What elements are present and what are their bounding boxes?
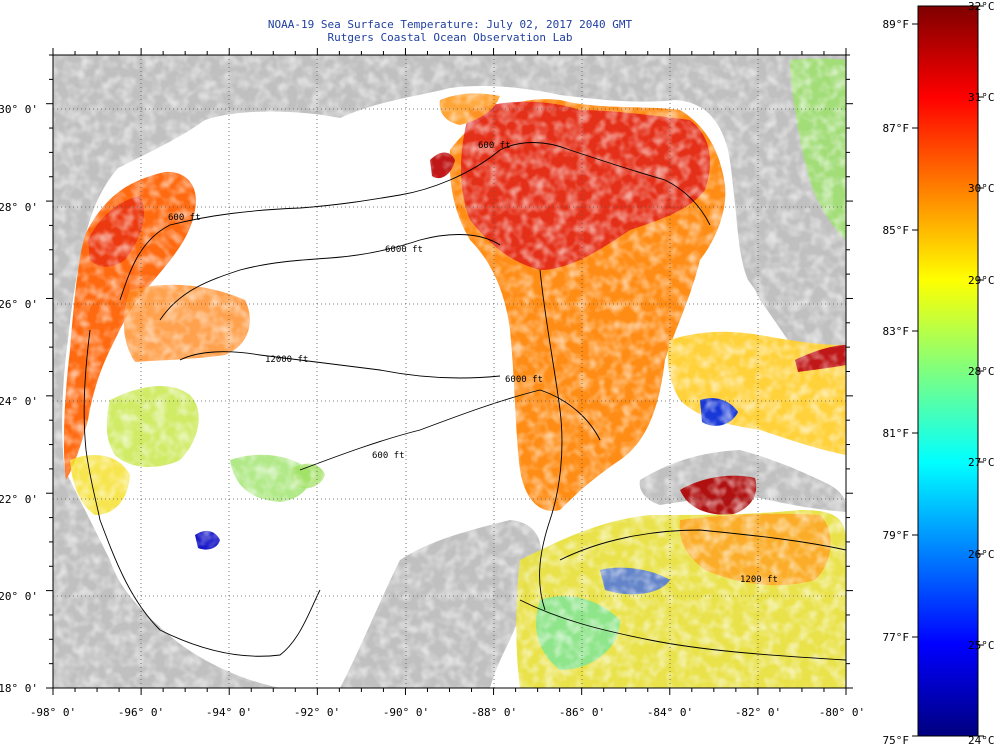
contour-600ft-north <box>119 142 711 301</box>
colorbar-f-label: 87°F <box>883 122 910 135</box>
colorbar-c-label: 30°C <box>968 182 995 195</box>
lat-label: 24° 0' <box>0 395 38 408</box>
contour-cuba <box>559 529 846 561</box>
lat-label: 20° 0' <box>0 590 38 603</box>
contour-600ft-yucatan <box>99 519 321 657</box>
lat-label: 22° 0' <box>0 493 38 506</box>
colorbar-c-label: 25°C <box>968 639 995 652</box>
colorbar-c-label: 31°C <box>968 91 995 104</box>
contour-12000ft <box>179 351 501 379</box>
lat-label: 18° 0' <box>0 682 38 695</box>
graticule <box>53 55 846 688</box>
lon-label: -80° 0' <box>819 706 865 719</box>
colorbar-c-label: 32°C <box>968 0 995 13</box>
colorbar-f-label: 85°F <box>883 224 910 237</box>
contour-labels: 600 ft 6000 ft 12000 ft 6000 ft 600 ft 1… <box>168 141 778 585</box>
chart-title: NOAA-19 Sea Surface Temperature: July 02… <box>267 18 633 31</box>
colorbar-f-label: 75°F <box>883 734 910 747</box>
contour-label-600-north: 600 ft <box>168 213 201 223</box>
contour-east-slope <box>539 269 563 611</box>
contour-label-6000-east: 6000 ft <box>505 375 543 385</box>
contour-west-shelf <box>83 329 101 521</box>
bathymetry-contours <box>83 142 846 661</box>
map-area: 600 ft 6000 ft 12000 ft 6000 ft 600 ft 1… <box>53 55 846 688</box>
lat-label: 30° 0' <box>0 103 38 116</box>
latitude-labels: 30° 0' 28° 0' 26° 0' 24° 0' 22° 0' 20° 0… <box>0 103 38 695</box>
colorbar-c-label: 26°C <box>968 548 995 561</box>
lon-label: -88° 0' <box>471 706 517 719</box>
colorbar-c-label: 28°C <box>968 365 995 378</box>
colorbar-f-label: 81°F <box>883 427 910 440</box>
contour-caribbean <box>519 599 846 661</box>
longitude-labels: -98° 0' -96° 0' -94° 0' -92° 0' -90° 0' … <box>30 706 865 719</box>
chart-title-block: NOAA-19 Sea Surface Temperature: July 02… <box>0 0 900 44</box>
contour-label-12000: 12000 ft <box>265 355 308 365</box>
contour-6000ft-south <box>299 389 601 471</box>
lat-label: 28° 0' <box>0 201 38 214</box>
lon-label: -92° 0' <box>294 706 340 719</box>
contour-label-600-south: 600 ft <box>372 451 405 461</box>
contour-label-6000-north: 6000 ft <box>385 245 423 255</box>
colorbar-c-label: 24°C <box>968 734 995 747</box>
contour-6000ft <box>159 234 501 321</box>
lon-label: -94° 0' <box>206 706 252 719</box>
colorbar-gradient <box>917 5 979 737</box>
lon-label: -98° 0' <box>30 706 76 719</box>
lon-label: -86° 0' <box>559 706 605 719</box>
colorbar-f-label: 79°F <box>883 529 910 542</box>
contour-label-600-shelf: 600 ft <box>478 141 511 151</box>
cloud-gaps <box>53 55 846 688</box>
colorbar-c-label: 27°C <box>968 456 995 469</box>
colorbar: 32°C 31°C 30°C 29°C 28°C 27°C 26°C 25°C … <box>883 0 995 747</box>
colorbar-f-label: 83°F <box>883 325 910 338</box>
lon-label: -82° 0' <box>735 706 781 719</box>
lon-label: -96° 0' <box>118 706 164 719</box>
colorbar-f-label: 89°F <box>883 18 910 31</box>
sst-data <box>53 55 846 688</box>
chart-subtitle: Rutgers Coastal Ocean Observation Lab <box>327 31 573 44</box>
colorbar-f-label: 77°F <box>883 631 910 644</box>
lon-label: -90° 0' <box>383 706 429 719</box>
lon-label: -84° 0' <box>647 706 693 719</box>
colorbar-ticks <box>912 5 984 737</box>
tick-marks <box>46 48 853 695</box>
lat-label: 26° 0' <box>0 298 38 311</box>
contour-label-1200: 1200 ft <box>740 575 778 585</box>
colorbar-c-label: 29°C <box>968 274 995 287</box>
